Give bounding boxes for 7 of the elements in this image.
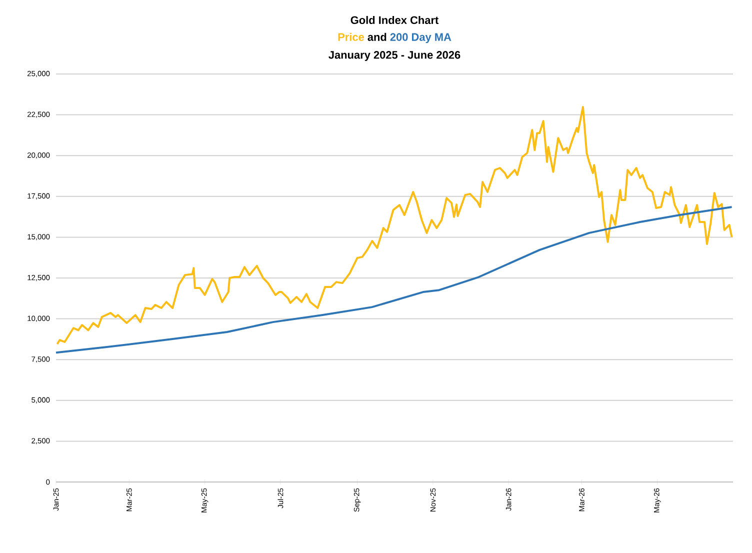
text: Price [338,32,364,41]
text: 200 Day MA [390,33,452,44]
chart-title: Gold Index Chart [350,16,439,24]
line-series [55,206,733,354]
chart-subtitle: January 2025 - June 2026 [328,51,460,61]
text: and [368,32,386,41]
line-series [56,106,733,346]
